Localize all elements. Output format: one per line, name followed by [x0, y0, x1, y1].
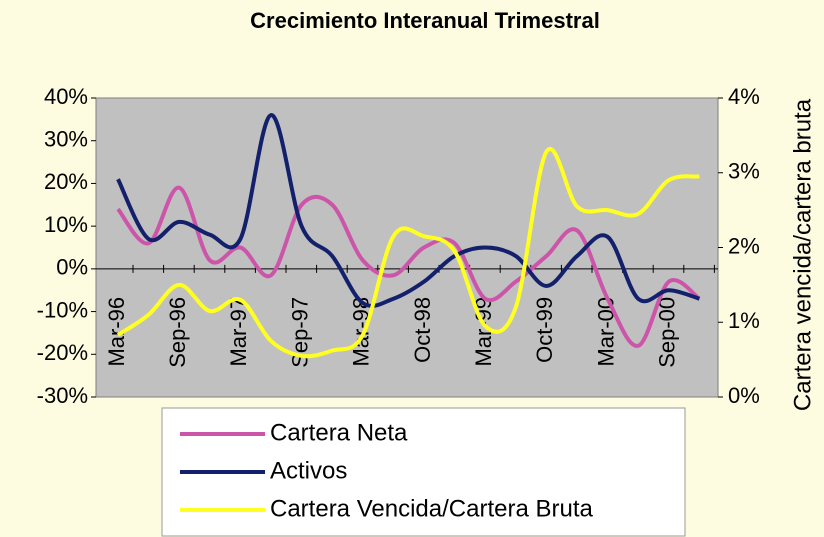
series-line — [116, 113, 701, 308]
y-tick-label: -10% — [37, 297, 88, 322]
legend-label: Cartera Neta — [270, 419, 408, 446]
y-tick-label: -30% — [37, 383, 88, 408]
y-tick-label: 10% — [44, 212, 88, 237]
chart-title: Crecimiento Interanual Trimestral — [250, 8, 600, 33]
y2-tick-label: 1% — [728, 308, 760, 333]
y2-tick-label: 4% — [728, 84, 760, 109]
series-line — [116, 146, 700, 359]
x-tick-label: Sep-96 — [165, 297, 190, 368]
y2-tick-label: 3% — [728, 159, 760, 184]
series-line — [116, 185, 701, 348]
y2-tick-label: 2% — [728, 233, 760, 258]
y2-axis-label: Cartera vencida/cartera bruta — [789, 98, 816, 411]
x-tick-label: Mar-00 — [593, 297, 618, 367]
y2-tick-label: 0% — [728, 383, 760, 408]
x-tick-label: Oct-98 — [410, 297, 435, 363]
y-tick-label: 30% — [44, 127, 88, 152]
x-tick-label: Oct-99 — [532, 297, 557, 363]
legend-label: Activos — [270, 457, 347, 484]
y-tick-label: 20% — [44, 169, 88, 194]
legend-label: Cartera Vencida/Cartera Bruta — [270, 495, 593, 522]
y-tick-label: -20% — [37, 340, 88, 365]
y-tick-label: 40% — [44, 84, 88, 109]
y-tick-label: 0% — [56, 255, 88, 280]
x-tick-label: Mar-98 — [349, 297, 374, 367]
x-tick-label: Sep-00 — [655, 297, 680, 368]
